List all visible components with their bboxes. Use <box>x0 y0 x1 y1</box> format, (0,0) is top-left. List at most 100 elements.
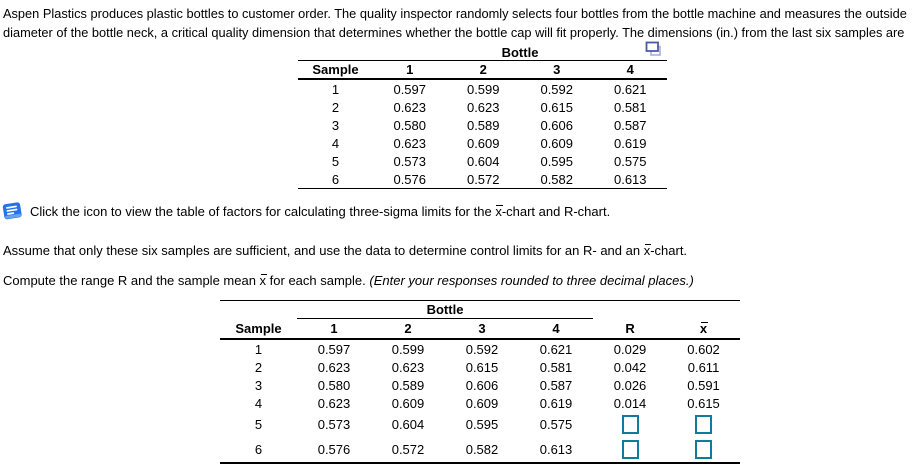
x-bar-symbol: x <box>643 243 651 258</box>
col-header-sample: Sample <box>298 60 373 80</box>
table-cell: 0.615 <box>540 99 574 115</box>
table-cell: 0.604 <box>391 417 425 432</box>
table-row: 1 0.597 0.599 0.592 0.621 <box>298 79 667 98</box>
table-cell: 0.623 <box>393 135 427 151</box>
sample-number: 4 <box>331 135 340 151</box>
table-cell: 0.623 <box>317 395 351 411</box>
range-input-sample6[interactable] <box>621 440 639 459</box>
table-row: 6 0.576 0.572 0.582 0.613 <box>298 170 668 189</box>
sample-number: 2 <box>331 99 340 115</box>
table-cell: 0.592 <box>465 341 499 357</box>
xbar-input-cell <box>667 437 741 464</box>
table-cell: 0.572 <box>371 437 445 464</box>
sample-number: 3 <box>254 377 263 393</box>
table-cell: 0.615 <box>465 359 499 375</box>
table-cell: 0.619 <box>539 395 573 411</box>
view-factors-table-button[interactable] <box>1 200 24 222</box>
intro-text: Aspen Plastics produces plastic bottles … <box>3 4 907 42</box>
table-cell: 0.606 <box>465 377 499 393</box>
table-group-header-row: Bottle <box>220 300 740 319</box>
range-input-cell <box>593 412 667 437</box>
table-row: 1 0.597 0.599 0.592 0.621 0.029 0.602 <box>220 339 740 358</box>
intro-line-1: Aspen Plastics produces plastic bottles … <box>3 6 907 21</box>
table-cell: 0.619 <box>613 135 647 151</box>
xbar-input-cell <box>667 412 740 437</box>
col-header-xbar: x <box>667 318 741 340</box>
table-cell: 0.623 <box>317 359 351 375</box>
table-row: 2 0.623 0.623 0.615 0.581 0.042 0.611 <box>220 358 740 376</box>
book-icon <box>2 202 22 220</box>
table-cell: 0.609 <box>465 395 499 411</box>
empty-cell <box>298 44 373 61</box>
table-cell: 0.623 <box>393 99 427 115</box>
col-header-bottle3: 3 <box>520 60 594 80</box>
table-cell: 0.597 <box>317 341 351 357</box>
sample-number: 6 <box>220 437 297 464</box>
table-cell: 0.613 <box>519 437 594 464</box>
sample-number: 1 <box>331 81 340 97</box>
range-value: 0.014 <box>613 395 647 411</box>
rounding-note: (Enter your responses rounded to three d… <box>369 273 694 288</box>
col-header-bottle1: 1 <box>297 318 371 340</box>
table-cell: 0.609 <box>391 395 425 411</box>
col-header-bottle1: 1 <box>373 60 447 80</box>
sample-number: 2 <box>254 359 263 375</box>
table-cell: 0.576 <box>297 437 371 464</box>
table-row: 5 0.573 0.604 0.595 0.575 <box>220 412 740 437</box>
range-value: 0.042 <box>613 359 647 375</box>
range-input-cell <box>593 437 668 464</box>
col-header-sample: Sample <box>220 318 297 340</box>
xbar-value: 0.591 <box>687 377 720 393</box>
intro-line-2: diameter of the bottle neck, a critical … <box>3 25 905 40</box>
range-value: 0.026 <box>613 377 647 393</box>
col-header-bottle3: 3 <box>445 318 519 340</box>
table-cell: 0.599 <box>466 81 500 97</box>
table-row: 4 0.623 0.609 0.609 0.619 0.014 0.615 <box>220 394 740 412</box>
table-row: 6 0.576 0.572 0.582 0.613 <box>220 437 741 464</box>
xbar-value: 0.611 <box>687 359 720 375</box>
table-cell: 0.604 <box>466 153 500 169</box>
range-input-sample5[interactable] <box>621 415 639 434</box>
table-cell: 0.597 <box>393 81 427 97</box>
table-cell: 0.576 <box>373 170 447 189</box>
table-cell: 0.589 <box>466 117 500 133</box>
table-cell: 0.575 <box>539 417 573 432</box>
xbar-value: 0.615 <box>687 395 720 411</box>
popout-table-button[interactable] <box>645 41 663 58</box>
xbar-value: 0.602 <box>687 341 720 357</box>
table-cell: 0.580 <box>393 117 427 133</box>
xbar-input-sample6[interactable] <box>695 440 713 459</box>
table-cell: 0.582 <box>520 170 594 189</box>
table-cell: 0.581 <box>539 359 573 375</box>
x-bar-symbol: x <box>495 203 503 219</box>
empty-cell <box>593 301 667 319</box>
table-cell: 0.587 <box>613 117 647 133</box>
table-cell: 0.589 <box>391 377 425 393</box>
table-cell: 0.606 <box>540 117 574 133</box>
table-cell: 0.573 <box>393 153 427 169</box>
sample-number: 1 <box>254 341 263 357</box>
xbar-input-sample5[interactable] <box>695 415 713 434</box>
table-header-row: Sample 1 2 3 4 <box>298 60 668 80</box>
factors-note: Click the icon to view the table of fact… <box>1 200 610 222</box>
table-cell: 0.572 <box>446 170 520 189</box>
col-header-range: R <box>593 318 668 340</box>
table-cell: 0.609 <box>466 135 500 151</box>
x-bar-symbol: x <box>699 320 709 336</box>
table-cell: 0.573 <box>317 417 351 432</box>
compute-instruction: Compute the range R and the sample mean … <box>3 273 694 288</box>
empty-cell <box>667 301 740 319</box>
table-cell: 0.581 <box>613 99 647 115</box>
table-cell: 0.575 <box>613 153 647 169</box>
table-cell: 0.621 <box>539 341 573 357</box>
table-group-header-row: Bottle <box>298 44 668 61</box>
popout-icon <box>645 41 661 56</box>
bottle-group-header: Bottle <box>297 300 594 319</box>
sample-number: 4 <box>254 395 263 411</box>
table-cell: 0.595 <box>465 417 499 432</box>
table-row: 3 0.580 0.589 0.606 0.587 <box>298 116 667 134</box>
table-cell: 0.609 <box>540 135 574 151</box>
col-header-bottle4: 4 <box>593 60 668 80</box>
table-cell: 0.580 <box>317 377 351 393</box>
table-row: 2 0.623 0.623 0.615 0.581 <box>298 98 667 116</box>
